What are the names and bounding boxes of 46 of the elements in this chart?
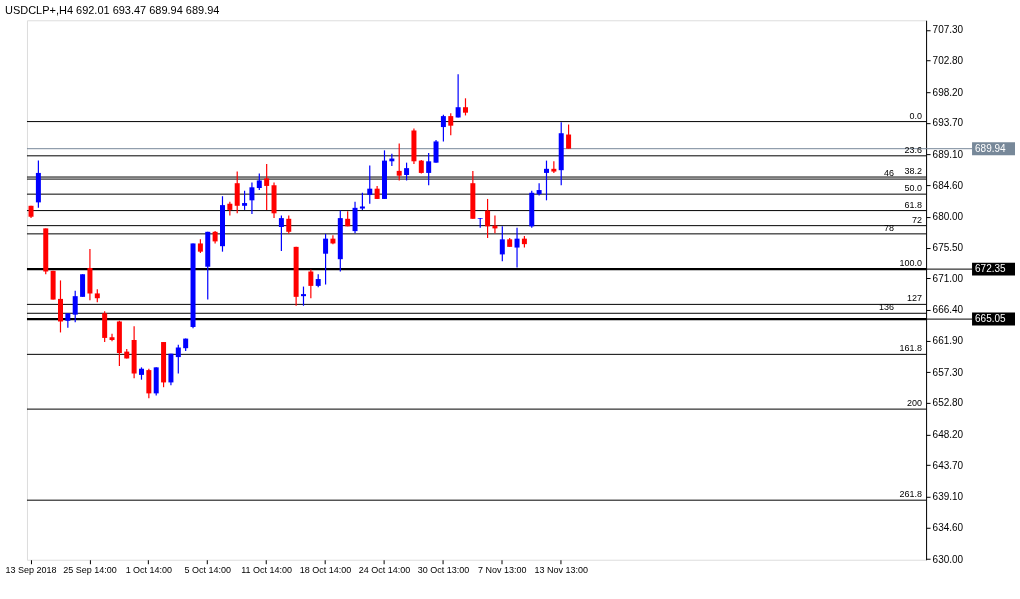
- annotation: 78: [884, 222, 895, 233]
- annotation: 23.6: [904, 144, 923, 155]
- y-tick-label: 707.30: [932, 24, 964, 36]
- y-tick-label: 648.20: [932, 428, 964, 440]
- x-tick-label: 13 Sep 2018: [5, 565, 57, 576]
- ref-line-label: 672.35: [975, 263, 1007, 275]
- y-tick-label: 652.80: [932, 397, 964, 409]
- x-tick-label: 13 Nov 13:00: [534, 565, 588, 576]
- y-tick-label: 702.80: [932, 55, 964, 67]
- annotation: 50.0: [904, 183, 923, 194]
- y-tick-label: 689.10: [932, 148, 964, 160]
- x-tick-label: 5 Oct 14:00: [184, 565, 231, 576]
- annotation: 38.2: [904, 166, 923, 177]
- y-tick-label: 693.70: [932, 117, 964, 129]
- annotation: 127: [907, 293, 923, 304]
- y-tick-label: 661.90: [932, 335, 964, 347]
- y-tick-label: 666.40: [932, 304, 964, 316]
- y-tick-label: 639.10: [932, 491, 964, 503]
- x-tick-label: 24 Oct 14:00: [358, 565, 411, 576]
- x-tick-label: 18 Oct 14:00: [299, 565, 352, 576]
- y-tick-label: 657.30: [932, 366, 964, 378]
- annotation: 200: [907, 398, 923, 409]
- annotation: 61.8: [904, 199, 923, 210]
- annotation: 0.0: [909, 110, 923, 121]
- annotation: 46: [884, 168, 895, 179]
- x-tick-label: 11 Oct 14:00: [241, 565, 293, 576]
- x-tick-label: 1 Oct 14:00: [125, 565, 173, 576]
- annotation: 72: [912, 214, 923, 225]
- y-tick-label: 680.00: [932, 211, 964, 223]
- y-tick-label: 671.00: [932, 272, 964, 284]
- y-tick-label: 643.70: [932, 459, 964, 471]
- x-tick-label: 7 Nov 13:00: [478, 565, 527, 576]
- x-tick-label: 25 Sep 14:00: [63, 565, 117, 576]
- y-tick-label: 675.50: [932, 242, 964, 254]
- y-tick-label: 634.60: [932, 522, 964, 534]
- chart-title: USDCLP+,H4 692.01 693.47 689.94 689.94: [5, 4, 220, 17]
- annotation: 261.8: [899, 489, 923, 500]
- ref-line-label: 689.94: [975, 142, 1007, 154]
- y-tick-label: 698.20: [932, 86, 964, 98]
- y-tick-label: 684.60: [932, 179, 964, 191]
- annotation: 136: [879, 302, 895, 313]
- x-tick-label: 30 Oct 13:00: [417, 565, 470, 576]
- ref-line-label: 665.05: [975, 313, 1007, 325]
- annotation: 100.0: [899, 258, 923, 269]
- y-tick-label: 630.00: [932, 553, 964, 565]
- annotation: 161.8: [899, 343, 923, 354]
